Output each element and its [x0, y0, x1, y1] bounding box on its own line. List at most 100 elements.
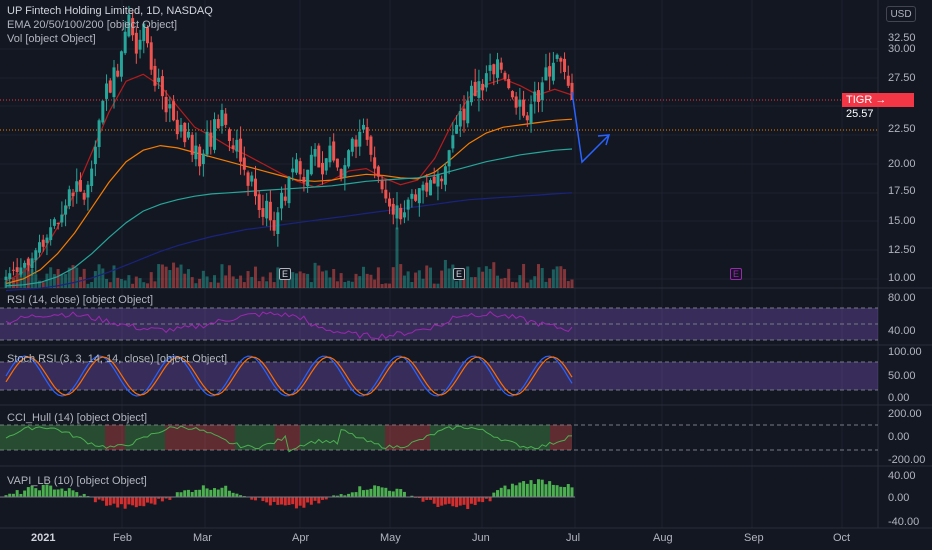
vapi-bar: [380, 487, 384, 497]
vapi-bar: [488, 497, 492, 502]
vapi-bar: [164, 497, 168, 499]
vapi-bar: [153, 497, 157, 505]
vapi-bar: [350, 492, 354, 497]
cci-zone: [0, 425, 105, 450]
vapi-bar: [105, 497, 109, 506]
vapi-bar: [294, 497, 298, 509]
stoch-tick: 100.00: [888, 346, 922, 358]
vapi-bar: [112, 497, 116, 504]
vapi-bar: [134, 497, 138, 508]
vapi-bar: [395, 488, 399, 497]
candle: [265, 200, 269, 219]
candle: [60, 214, 64, 223]
vapi-bar: [347, 493, 351, 497]
symbol-title[interactable]: UP Fintech Holding Limited, 1D, NASDAQ: [7, 5, 213, 17]
candle: [168, 104, 172, 109]
candle: [533, 91, 537, 102]
price-tick: 17.50: [888, 185, 916, 197]
vapi-tick: -40.00: [888, 516, 920, 528]
earnings-badge-upcoming[interactable]: E: [730, 268, 742, 280]
candle: [343, 165, 347, 178]
vapi-bar: [306, 497, 310, 503]
vapi-bar: [45, 484, 49, 497]
volume-bar: [481, 271, 485, 288]
candle: [358, 131, 362, 147]
vapi-bar: [492, 492, 496, 497]
currency-button[interactable]: USD: [886, 6, 916, 22]
volume-bar: [246, 271, 250, 288]
volume-bar: [131, 283, 135, 288]
candle: [384, 189, 388, 199]
candle: [142, 23, 146, 42]
candle: [179, 124, 183, 132]
volume-bar: [112, 265, 116, 288]
time-tick-mar: Mar: [193, 532, 212, 544]
earnings-badge[interactable]: E: [279, 268, 291, 280]
vapi-bar: [410, 495, 414, 497]
vapi-bar: [388, 490, 392, 497]
vapi-bar: [440, 497, 444, 506]
volume-bar: [227, 265, 231, 288]
volume-bar: [149, 272, 153, 288]
cci-zone: [125, 425, 165, 450]
stoch-rsi-legend[interactable]: Stoch RSI (3, 3, 14, 14, close) [object …: [7, 353, 228, 365]
vapi-bar: [417, 497, 421, 499]
projection-arrow[interactable]: [571, 91, 611, 164]
candle: [514, 96, 518, 108]
volume-bar: [194, 283, 198, 288]
volume-bar: [179, 264, 183, 288]
volume-bar: [324, 270, 328, 288]
ema-legend[interactable]: EMA 20/50/100/200 [object Object]: [7, 19, 178, 31]
candle: [97, 120, 101, 148]
vapi-tick: 40.00: [888, 470, 916, 482]
cci-tick: 200.00: [888, 408, 922, 420]
vapi-bar: [123, 497, 127, 509]
volume-bar: [551, 269, 555, 288]
vapi-bar: [119, 497, 123, 505]
volume-bar: [414, 272, 418, 288]
volume-bar: [399, 264, 403, 288]
vapi-bar: [358, 486, 362, 497]
candle: [19, 267, 23, 275]
vapi-bar: [190, 492, 194, 497]
candle: [253, 178, 257, 197]
volume-bar: [536, 264, 540, 288]
candle: [525, 115, 529, 121]
cci-hull-legend[interactable]: CCI_Hull (14) [object Object]: [7, 412, 147, 424]
vapi-tick: 0.00: [888, 492, 910, 504]
candle: [306, 169, 310, 187]
vapi-pane: [0, 479, 575, 509]
vapi-bar: [421, 497, 425, 502]
candle: [503, 72, 507, 79]
candle: [399, 207, 403, 220]
rsi-legend[interactable]: RSI (14, close) [object Object]: [7, 294, 154, 306]
candle: [82, 192, 86, 200]
vapi-bar: [302, 497, 306, 508]
vol-legend[interactable]: Vol [object Object]: [7, 33, 96, 45]
vapi-bar: [518, 482, 522, 497]
candle: [484, 73, 488, 88]
volume-bar: [496, 275, 500, 288]
volume-bar: [52, 274, 56, 288]
volume-bar: [499, 278, 503, 288]
stoch-tick: 50.00: [888, 370, 916, 382]
volume-bar: [224, 275, 228, 288]
vapi-bar: [253, 497, 257, 501]
cci-tick: -200.00: [888, 454, 926, 466]
candle: [261, 208, 265, 217]
volume-bar: [492, 262, 496, 288]
vapi-legend[interactable]: VAPI_LB (10) [object Object]: [7, 475, 147, 487]
candle: [227, 129, 231, 141]
candle: [268, 201, 272, 221]
vapi-bar: [343, 495, 347, 497]
candle: [213, 119, 217, 150]
cci-zone: [165, 425, 185, 450]
candle: [481, 83, 485, 91]
earnings-badge[interactable]: E: [453, 268, 465, 280]
vapi-bar: [11, 493, 15, 497]
candle: [294, 159, 298, 173]
candle: [339, 169, 343, 178]
vapi-bar: [469, 497, 473, 504]
vapi-bar: [514, 485, 518, 497]
